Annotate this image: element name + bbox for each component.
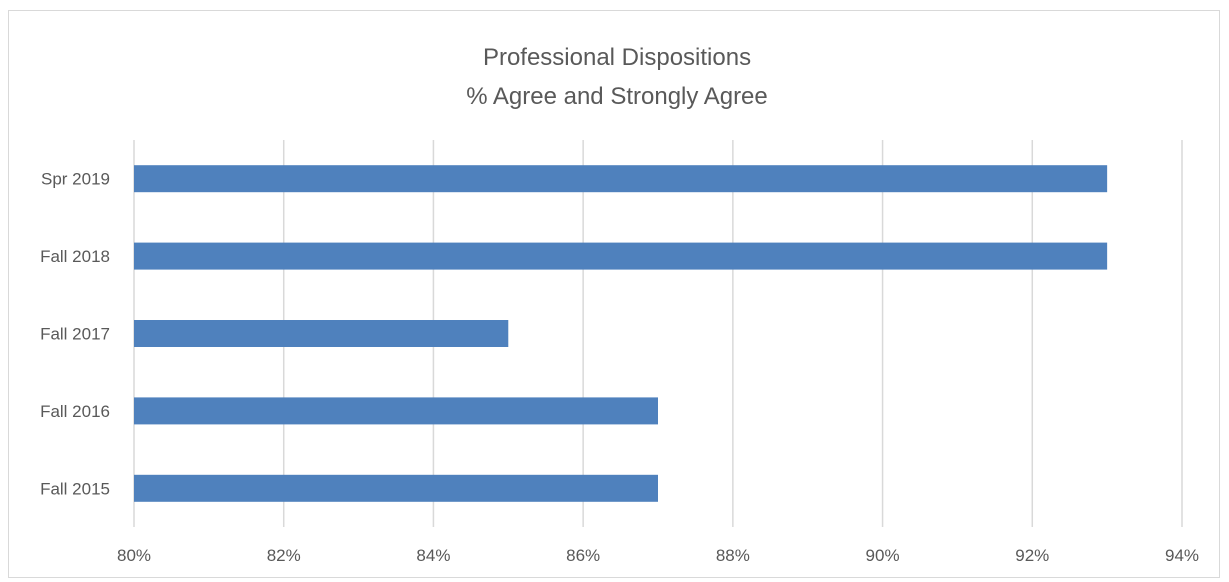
bar — [134, 242, 1108, 270]
category-label: Fall 2017 — [40, 325, 110, 344]
gridlines — [133, 140, 1183, 527]
chart-subtitle: % Agree and Strongly Agree — [466, 83, 768, 110]
category-label: Fall 2018 — [40, 247, 110, 266]
x-tick-label: 80% — [117, 546, 151, 565]
bars — [134, 165, 1108, 502]
category-labels: Spr 2019 Fall 2018 Fall 2017 Fall 2016 Fall … — [40, 170, 110, 499]
bar — [134, 320, 509, 347]
x-tick-label: 84% — [416, 546, 450, 565]
x-tick-labels: 80% 82% 84% 86% 88% 90% 92% 94% — [117, 546, 1199, 565]
x-tick-label: 82% — [267, 546, 301, 565]
bar — [134, 474, 658, 502]
bar — [134, 397, 658, 425]
category-label: Fall 2015 — [40, 479, 110, 498]
x-tick-label: 88% — [716, 546, 750, 565]
x-tick-label: 90% — [866, 546, 900, 565]
x-tick-label: 86% — [566, 546, 600, 565]
x-tick-label: 92% — [1015, 546, 1049, 565]
chart-title: Professional Dispositions — [483, 44, 751, 71]
category-label: Spr 2019 — [41, 170, 110, 189]
bar — [134, 165, 1108, 193]
category-label: Fall 2016 — [40, 402, 110, 421]
x-tick-label: 94% — [1165, 546, 1199, 565]
